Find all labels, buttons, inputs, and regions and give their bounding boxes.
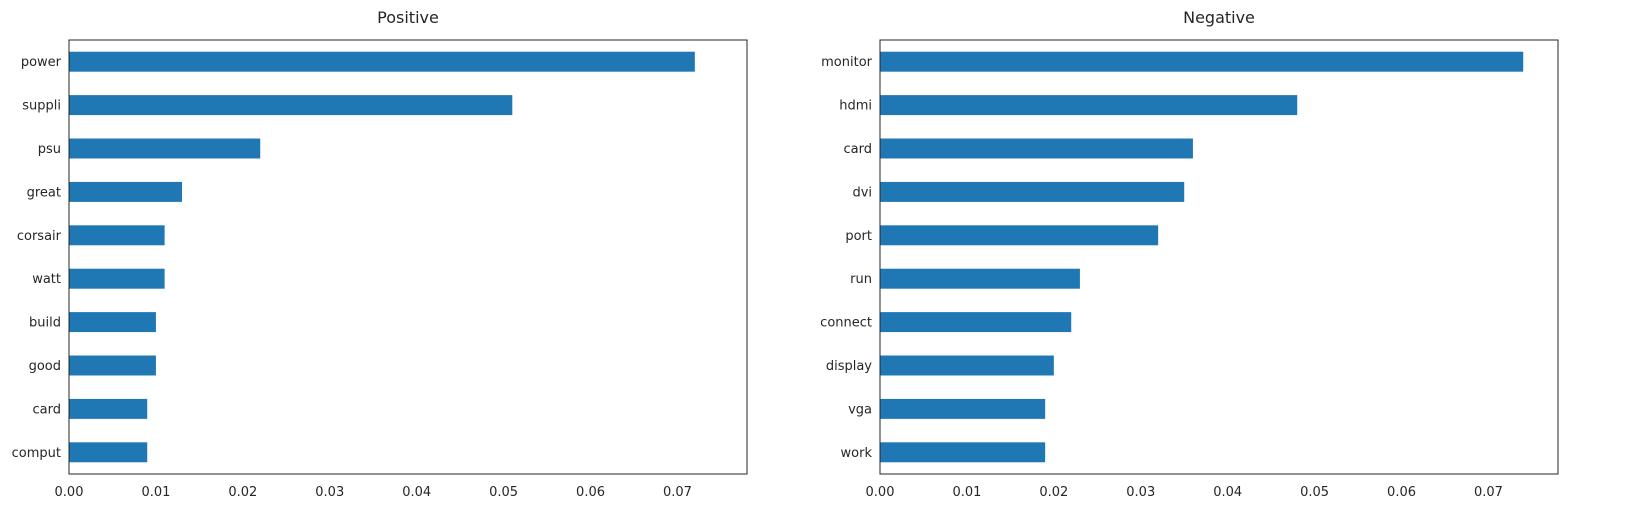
bar-positive-psu: [69, 138, 261, 159]
x-tick-label-positive: 0.03: [315, 485, 344, 500]
bar-negative-vga: [880, 398, 1046, 419]
y-tick-label-negative-display: display: [826, 359, 872, 374]
y-tick-label-negative-port: port: [845, 229, 872, 244]
y-tick-label-negative-monitor: monitor: [821, 55, 873, 70]
x-tick-label-negative: 0.02: [1039, 485, 1068, 500]
bar-positive-comput: [69, 442, 148, 463]
bar-negative-monitor: [880, 51, 1524, 72]
positive-chart: Positive power suppli psu great corsair watt b…: [12, 8, 748, 500]
y-tick-label-positive-power: power: [21, 55, 62, 70]
y-tick-label-negative-run: run: [850, 272, 872, 287]
bar-positive-build: [69, 312, 156, 333]
plot-frame-negative: [879, 39, 1559, 475]
y-tick-label-positive-card: card: [33, 402, 61, 417]
bar-positive-great: [69, 181, 182, 202]
x-tick-label-positive: 0.01: [141, 485, 170, 500]
y-tick-label-positive-corsair: corsair: [17, 229, 62, 244]
x-tick-label-positive: 0.00: [55, 485, 84, 500]
bar-negative-connect: [880, 312, 1072, 333]
x-tick-label-positive: 0.06: [576, 485, 605, 500]
bar-negative-dvi: [880, 181, 1185, 202]
x-tick-label-negative: 0.01: [952, 485, 981, 500]
y-tick-label-positive-great: great: [27, 185, 61, 200]
bar-negative-port: [880, 225, 1159, 246]
y-tick-label-positive-build: build: [29, 316, 61, 331]
x-tick-label-negative: 0.00: [866, 485, 895, 500]
y-tick-label-positive-psu: psu: [38, 142, 61, 157]
x-tick-label-negative: 0.05: [1300, 485, 1329, 500]
x-tick-label-positive: 0.04: [402, 485, 431, 500]
x-tick-label-positive: 0.05: [489, 485, 518, 500]
chart-title-positive: Positive: [377, 8, 439, 27]
bar-negative-work: [880, 442, 1046, 463]
y-tick-label-negative-vga: vga: [848, 402, 872, 417]
y-tick-label-negative-connect: connect: [820, 316, 872, 331]
bar-positive-good: [69, 355, 156, 376]
x-tick-label-negative: 0.03: [1126, 485, 1155, 500]
plot-frame-positive: [68, 39, 748, 475]
y-tick-label-positive-comput: comput: [12, 446, 61, 461]
bar-positive-watt: [69, 268, 165, 289]
x-tick-label-positive: 0.07: [663, 485, 692, 500]
bar-negative-display: [880, 355, 1054, 376]
bar-negative-card: [880, 138, 1193, 159]
bar-positive-card: [69, 398, 148, 419]
bar-negative-run: [880, 268, 1080, 289]
bar-positive-corsair: [69, 225, 165, 246]
bar-positive-power: [69, 51, 695, 72]
y-tick-label-negative-work: work: [841, 446, 873, 461]
x-tick-label-negative: 0.07: [1474, 485, 1503, 500]
y-tick-label-positive-good: good: [29, 359, 61, 374]
y-tick-label-positive-suppli: suppli: [22, 99, 61, 114]
x-tick-label-negative: 0.06: [1387, 485, 1416, 500]
bar-negative-hdmi: [880, 95, 1298, 116]
x-tick-label-negative: 0.04: [1213, 485, 1242, 500]
y-tick-label-negative-hdmi: hdmi: [839, 99, 872, 114]
y-tick-label-negative-card: card: [844, 142, 872, 157]
x-tick-label-positive: 0.02: [228, 485, 257, 500]
bar-positive-suppli: [69, 95, 513, 116]
y-tick-label-negative-dvi: dvi: [852, 185, 872, 200]
negative-chart: Negative monitor hdmi card dvi port run connec…: [820, 8, 1559, 500]
chart-title-negative: Negative: [1183, 8, 1255, 27]
y-tick-label-positive-watt: watt: [32, 272, 61, 287]
